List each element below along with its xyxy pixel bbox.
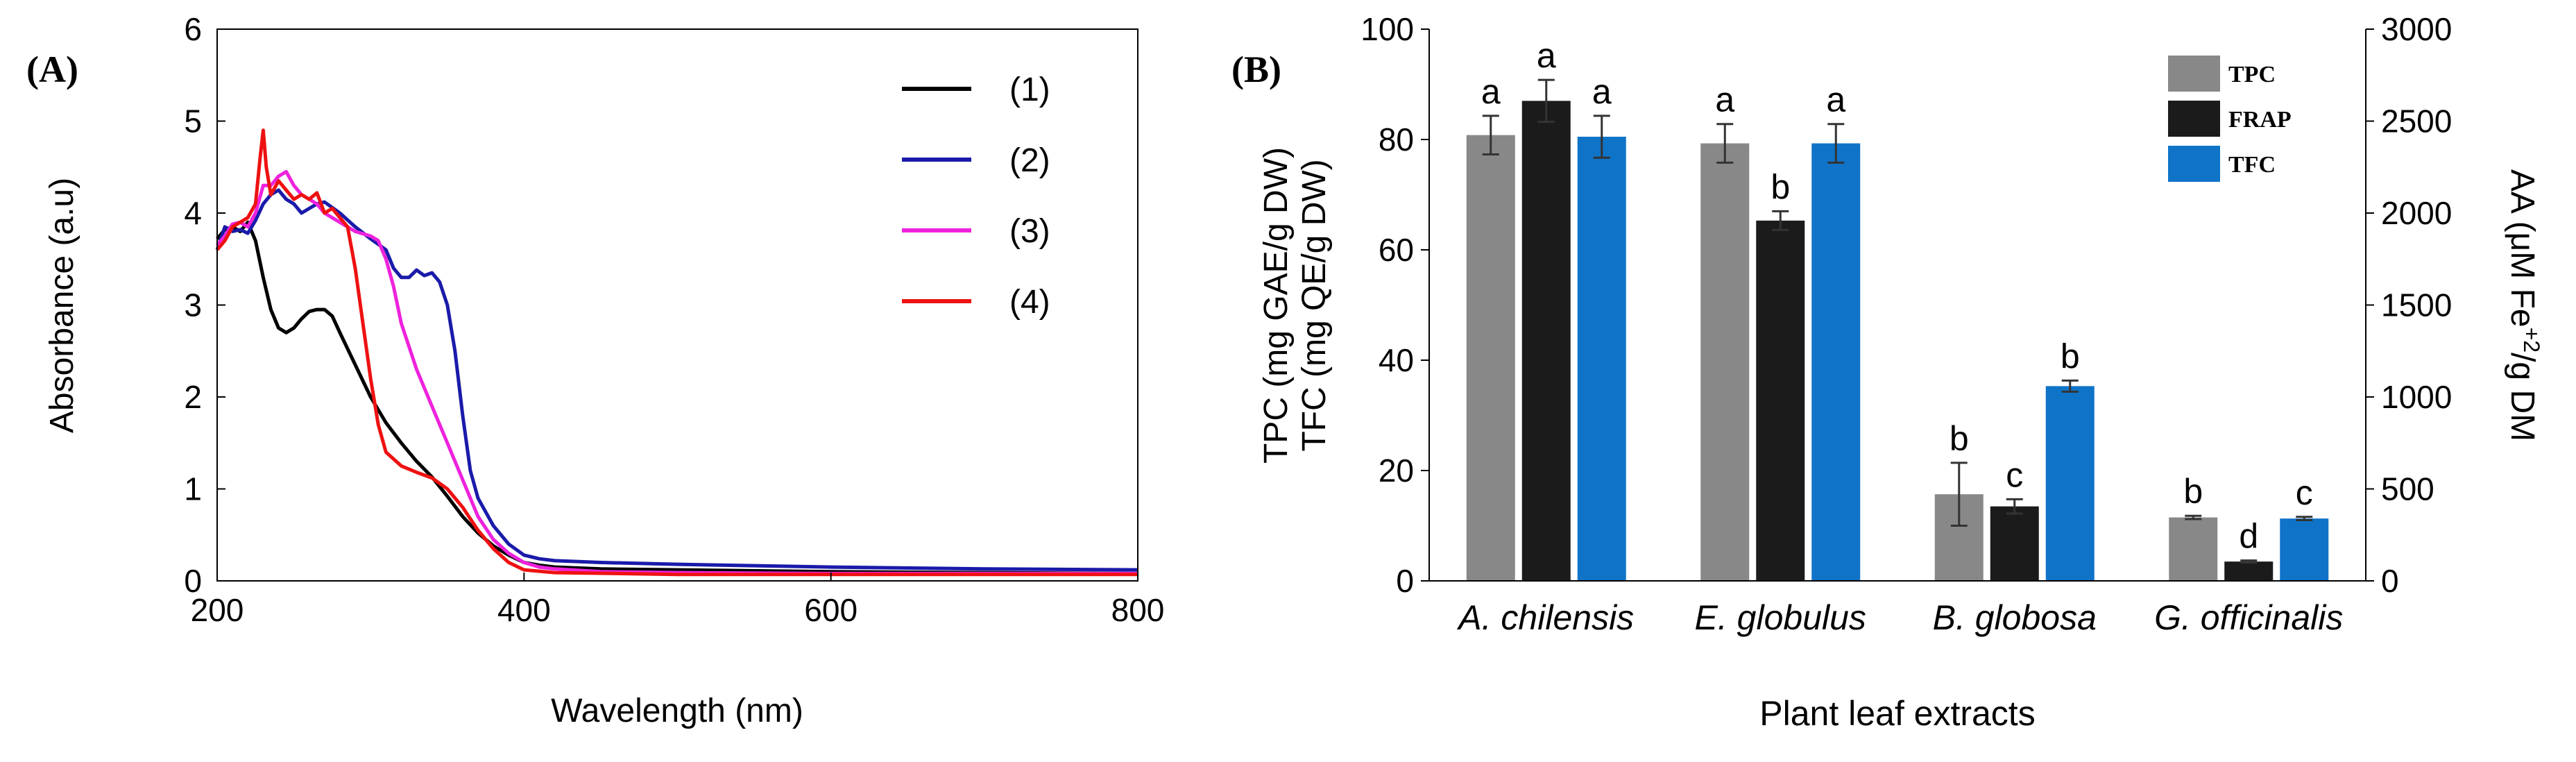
significance-letter: c [2296, 473, 2313, 512]
panel-a-legend: (1) (2) (3) (4) [902, 71, 1050, 321]
significance-letter: d [2239, 517, 2258, 556]
legend-label-4: (4) [1009, 284, 1050, 321]
x-tick-label: 800 [1111, 592, 1165, 628]
legend-label-tfc: TFC [2228, 152, 2276, 178]
bar-tpc [1700, 143, 1750, 581]
y-tick-label: 3 [184, 287, 202, 323]
panel-b-label: (B) [1231, 49, 1281, 90]
bar-tfc [1577, 137, 1626, 581]
y-tick-label: 1 [184, 471, 202, 507]
series-line-1 [216, 220, 1138, 575]
left-tick-label: 40 [1379, 342, 1414, 378]
panel-b-y-axis-label-tpc: TPC (mg GAE/g DW) [1258, 147, 1295, 464]
legend-swatch-tpc [2168, 56, 2220, 92]
panel-a: (A) 200 400 600 800 0 1 2 3 4 5 6 Wavelength (nm)… [26, 11, 1164, 729]
panel-a-y-axis-label: Absorbance (a.u) [44, 178, 80, 433]
right-tick-label: 2000 [2381, 195, 2452, 231]
bar-tpc [2169, 517, 2218, 581]
left-tick-label: 0 [1396, 563, 1414, 599]
left-tick-label: 100 [1360, 11, 1414, 47]
y-tick-label: 4 [184, 195, 202, 231]
legend-label-3: (3) [1009, 213, 1050, 250]
bar-frap [1756, 220, 1805, 581]
y-tick-label: 0 [184, 563, 202, 599]
legend-label-2: (2) [1009, 142, 1050, 179]
category-label: A. chilensis [1456, 598, 1634, 637]
panel-b-x-axis-label: Plant leaf extracts [1759, 694, 2035, 733]
category-label: B. globosa [1933, 598, 2097, 637]
bar-frap [1990, 506, 2039, 581]
bar-tfc [1811, 143, 1861, 581]
panel-b-category-labels: A. chilensis E. globulus B. globosa G. offi… [1456, 598, 2343, 637]
significance-letter: a [1592, 72, 1612, 111]
right-tick-label: 1500 [2381, 287, 2452, 323]
significance-letter: b [1950, 419, 1969, 458]
panel-b-y-ticks-left: 0 20 40 60 80 100 [1360, 11, 1429, 599]
legend-label-frap: FRAP [2228, 107, 2292, 133]
significance-letter: b [2183, 472, 2203, 511]
y-tick-label: 5 [184, 103, 202, 139]
series-line-3 [216, 169, 1138, 575]
x-tick-label: 400 [497, 592, 551, 628]
legend-swatch-tfc [2168, 146, 2220, 182]
series-line-4 [216, 128, 1138, 577]
significance-letter: b [1771, 167, 1790, 206]
panel-a-x-axis-label: Wavelength (nm) [551, 693, 803, 729]
significance-letter: b [2061, 337, 2080, 375]
category-label: E. globulus [1695, 598, 1866, 637]
right-tick-label: 500 [2381, 471, 2434, 507]
right-tick-label: 2500 [2381, 103, 2452, 139]
left-tick-label: 20 [1379, 452, 1414, 489]
panel-b-legend: TPC FRAP TFC [2168, 56, 2292, 182]
legend-swatch-frap [2168, 101, 2220, 137]
significance-letter: a [1826, 81, 1845, 119]
panel-b-y-axis-label-right: AA (μM Fe+2/g DM [2504, 169, 2544, 441]
legend-label-1: (1) [1009, 71, 1050, 108]
legend-label-tpc: TPC [2228, 62, 2276, 87]
panel-a-series [215, 128, 1138, 577]
bar-frap [2224, 561, 2274, 581]
right-tick-label: 0 [2381, 563, 2399, 599]
bar-tfc [2280, 518, 2329, 581]
significance-letter: a [1715, 81, 1734, 119]
series-line-2 [215, 188, 1138, 572]
significance-letter: a [1537, 36, 1556, 75]
panel-a-label: (A) [26, 49, 78, 90]
panel-b-y-axis-label-tfc: TFC (mg QE/g DW) [1296, 159, 1333, 451]
bar-tpc [1466, 135, 1515, 581]
significance-letter: c [2006, 455, 2023, 494]
panel-a-plot-frame [216, 28, 1138, 582]
panel-b-y-ticks-right: 0 500 1000 1500 2000 2500 3000 [2366, 11, 2452, 599]
category-label: G. officinalis [2154, 598, 2343, 637]
bar-frap [1521, 101, 1571, 582]
panel-a-y-ticks: 0 1 2 3 4 5 6 [184, 11, 225, 599]
right-tick-label: 1000 [2381, 379, 2452, 415]
left-tick-label: 80 [1379, 121, 1414, 158]
right-tick-label: 3000 [2381, 11, 2452, 47]
y-tick-label: 2 [184, 379, 202, 415]
bar-tfc [2045, 386, 2095, 581]
panel-a-x-ticks: 200 400 600 800 [191, 573, 1165, 628]
significance-letter: a [1481, 72, 1501, 111]
x-tick-label: 200 [191, 592, 244, 628]
x-tick-label: 600 [804, 592, 858, 628]
y-tick-label: 6 [184, 11, 202, 47]
left-tick-label: 60 [1379, 232, 1414, 268]
